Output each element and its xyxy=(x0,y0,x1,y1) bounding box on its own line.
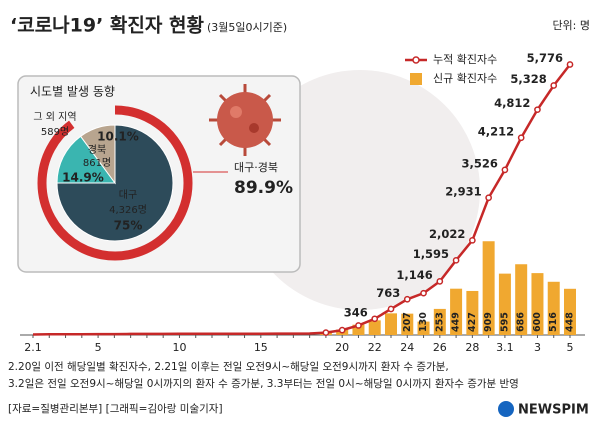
x-tick-label: 26 xyxy=(433,341,447,354)
marker xyxy=(420,289,427,297)
slice-count: 861명 xyxy=(83,157,111,169)
unit: 단위: 명 xyxy=(552,19,590,32)
note: 3.2일은 전일 오전9시~해당일 0시까지의 환자 수 증가분, 3.3부터는… xyxy=(8,377,519,390)
pie-slice xyxy=(56,135,116,184)
bar xyxy=(498,273,511,335)
x-tick-label: 2.1 xyxy=(24,341,42,354)
bar xyxy=(368,320,381,335)
marker xyxy=(387,305,395,313)
line-label: 2,022 xyxy=(429,227,465,241)
bar xyxy=(352,324,365,335)
marker xyxy=(517,134,525,142)
bar xyxy=(417,321,430,335)
marker xyxy=(534,106,541,114)
marker xyxy=(550,82,558,89)
line-label: 5,328 xyxy=(510,72,546,86)
chart-title: ‘코로나19’ 확진자 현황 xyxy=(10,14,204,37)
marker xyxy=(355,322,362,329)
ring-value: 89.9% xyxy=(234,178,293,198)
bar-label: 130 xyxy=(418,312,429,332)
marker xyxy=(436,277,444,285)
line-label: 4,212 xyxy=(478,124,514,138)
slice-count: 589명 xyxy=(41,126,69,138)
marker xyxy=(452,256,460,264)
note: 2.20일 이전 해당일별 확진자수, 2.21일 이후는 전일 오전9시~해당… xyxy=(8,360,449,373)
slice-value: 10.1% xyxy=(97,130,139,144)
bar-label: 207 xyxy=(402,312,413,332)
x-tick-label: 5 xyxy=(567,341,574,354)
line-label: 763 xyxy=(376,286,400,300)
bar-label: 427 xyxy=(467,312,478,332)
line-label: 1,595 xyxy=(413,247,449,261)
x-tick-label: 10 xyxy=(172,341,186,354)
bar xyxy=(515,264,528,335)
line-label: 2,931 xyxy=(445,184,481,198)
logo-icon xyxy=(498,401,514,417)
line-label: 1,146 xyxy=(396,268,432,282)
slice-count: 4,326명 xyxy=(109,204,147,216)
marker xyxy=(485,194,492,202)
legend-label: 누적 확진자수 xyxy=(433,53,497,66)
bar xyxy=(531,273,544,335)
x-tick-label: 20 xyxy=(335,341,349,354)
x-tick-label: 3.1 xyxy=(496,341,514,354)
source: [자료=질병관리본부] [그래픽=김아랑 미술기자] xyxy=(8,403,223,415)
marker xyxy=(566,61,574,68)
slice-name: 대구 xyxy=(119,189,137,201)
bar xyxy=(466,290,479,335)
bar xyxy=(450,288,463,335)
marker xyxy=(469,236,476,244)
x-tick-label: 28 xyxy=(465,341,479,354)
slice-name: 경북 xyxy=(88,143,106,156)
bar-label: 686 xyxy=(516,312,527,332)
bar xyxy=(401,313,414,335)
pie-title: 시도별 발생 동향 xyxy=(30,85,115,99)
x-tick-label: 3 xyxy=(534,341,541,354)
pie-slice xyxy=(79,124,116,185)
line-label: 346 xyxy=(344,305,368,319)
bar-label: 516 xyxy=(548,312,559,332)
marker xyxy=(403,295,411,303)
marker xyxy=(322,329,330,336)
legend-swatch xyxy=(410,73,422,85)
bar xyxy=(385,313,397,335)
bar-label: 600 xyxy=(532,312,543,332)
line-label: 5,776 xyxy=(527,51,563,65)
bar xyxy=(482,241,495,335)
ring-label: 대구·경북 xyxy=(234,161,278,174)
ring-arc xyxy=(37,105,193,261)
bar-label: 253 xyxy=(434,312,445,332)
chart-subtitle: (3월5일0시기준) xyxy=(207,20,287,34)
marker xyxy=(501,166,509,174)
marker xyxy=(338,326,346,334)
bar xyxy=(433,308,446,335)
bar-label: 595 xyxy=(499,312,510,332)
logo: NEWSPIM xyxy=(518,403,589,418)
x-tick-label: 15 xyxy=(254,341,268,354)
pie-slice xyxy=(56,124,174,242)
line xyxy=(32,63,571,336)
marker xyxy=(371,315,379,323)
x-tick-label: 24 xyxy=(400,341,414,354)
slice-name: 그 외 지역 xyxy=(33,111,76,123)
bar-label: 448 xyxy=(565,312,576,332)
bar-label: 909 xyxy=(483,312,494,332)
bar xyxy=(564,288,576,335)
x-tick-label: 5 xyxy=(95,341,102,354)
bar xyxy=(547,281,560,335)
slice-value: 75% xyxy=(114,219,143,233)
bar-label: 449 xyxy=(451,312,462,332)
slice-value: 14.9% xyxy=(62,171,104,185)
legend-marker xyxy=(412,56,420,64)
virus-icon xyxy=(209,84,281,156)
line-label: 4,812 xyxy=(494,96,530,110)
line-label: 3,526 xyxy=(462,156,498,170)
legend-label: 신규 확진자수 xyxy=(433,72,497,85)
notes: 2.20일 이전 해당일별 확진자수, 2.21일 이후는 전일 오전9시~해당… xyxy=(8,360,519,415)
x-tick-label: 22 xyxy=(368,341,382,354)
